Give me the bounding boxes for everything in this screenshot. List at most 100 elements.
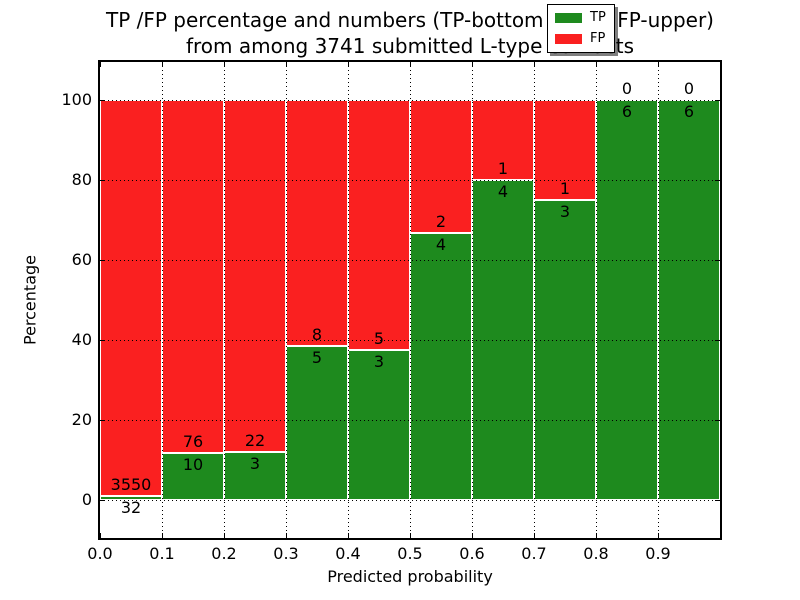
tp-count-label: 5 bbox=[311, 348, 323, 368]
y-tick-mark bbox=[100, 259, 105, 261]
y-tick-label: 0 bbox=[81, 490, 92, 509]
y-tick-label: 80 bbox=[71, 170, 92, 189]
x-tick-mark bbox=[223, 62, 225, 67]
x-tick-mark bbox=[285, 62, 287, 67]
x-gridline bbox=[533, 62, 535, 538]
fp-count-label: 5 bbox=[373, 329, 385, 348]
x-tick-mark bbox=[161, 533, 163, 538]
bar-tp-segment bbox=[286, 346, 348, 500]
x-tick-mark bbox=[471, 62, 473, 67]
fp-count-label: 3550 bbox=[110, 475, 152, 495]
tp-count-label: 3 bbox=[373, 352, 385, 371]
fp-count-label: 2 bbox=[435, 212, 447, 232]
x-tick-label: 0.5 bbox=[397, 544, 423, 563]
fp-legend-swatch-icon bbox=[555, 34, 582, 44]
y-tick-mark bbox=[715, 339, 720, 341]
bar-fp-segment bbox=[534, 100, 596, 200]
chart-title: TP /FP percentage and numbers (TP-bottom… bbox=[100, 7, 720, 59]
x-gridline bbox=[409, 62, 411, 538]
x-tick-label: 0.8 bbox=[583, 544, 609, 563]
x-gridline bbox=[347, 62, 349, 538]
x-tick-label: 0.2 bbox=[211, 544, 237, 563]
bar-tp-segment bbox=[596, 100, 658, 500]
y-tick-mark bbox=[715, 259, 720, 261]
x-axis-label: Predicted probability bbox=[327, 567, 493, 586]
y-tick-mark bbox=[100, 339, 105, 341]
x-gridline bbox=[161, 62, 163, 538]
x-tick-mark bbox=[409, 533, 411, 538]
y-tick-mark bbox=[715, 499, 720, 501]
fp-count-label: 0 bbox=[621, 79, 633, 98]
y-tick-mark bbox=[715, 99, 720, 101]
x-tick-mark bbox=[285, 533, 287, 538]
x-tick-mark bbox=[409, 62, 411, 67]
bar-tp-segment bbox=[410, 233, 472, 500]
x-tick-label: 0.6 bbox=[459, 544, 485, 563]
y-tick-mark bbox=[715, 179, 720, 181]
tp-count-label: 32 bbox=[120, 498, 142, 518]
bar-tp-segment bbox=[348, 350, 410, 500]
chart-title-line1: TP /FP percentage and numbers (TP-bottom… bbox=[106, 8, 714, 32]
x-tick-mark bbox=[161, 62, 163, 67]
fp-count-label: 1 bbox=[559, 179, 571, 198]
tp-count-label: 4 bbox=[435, 235, 447, 255]
y-tick-label: 100 bbox=[61, 90, 92, 109]
fp-count-label: 0 bbox=[683, 79, 695, 98]
tp-count-label: 6 bbox=[683, 102, 695, 121]
y-tick-mark bbox=[715, 419, 720, 421]
x-gridline bbox=[657, 62, 659, 538]
bar-tp-segment bbox=[534, 200, 596, 500]
x-tick-mark bbox=[471, 533, 473, 538]
x-tick-label: 0.0 bbox=[87, 544, 113, 563]
bar-tp-segment bbox=[658, 100, 720, 500]
tp-count-label: 6 bbox=[621, 102, 633, 121]
fp-count-label: 8 bbox=[311, 325, 323, 345]
x-tick-label: 0.9 bbox=[645, 544, 671, 563]
x-tick-mark bbox=[347, 533, 349, 538]
bar-fp-segment bbox=[100, 100, 162, 497]
x-tick-mark bbox=[657, 533, 659, 538]
x-gridline bbox=[223, 62, 225, 538]
x-tick-mark bbox=[533, 62, 535, 67]
x-tick-label: 0.4 bbox=[335, 544, 361, 563]
x-tick-mark bbox=[99, 533, 101, 538]
fp-count-label: 1 bbox=[497, 159, 509, 178]
tp-legend-swatch-icon bbox=[555, 13, 582, 23]
fp-count-label: 76 bbox=[182, 432, 204, 452]
fp-count-label: 22 bbox=[244, 431, 266, 450]
legend-label: TP bbox=[590, 10, 606, 25]
x-tick-mark bbox=[99, 62, 101, 67]
bar-fp-segment bbox=[348, 100, 410, 350]
x-tick-mark bbox=[223, 533, 225, 538]
legend: TP FP bbox=[547, 4, 615, 53]
plot-area: 3550 32 76 10 22 3 8 5 5 3 2 4 1 4 1 3 0 6 0 6 bbox=[99, 62, 720, 538]
tp-count-label: 3 bbox=[249, 454, 261, 473]
y-tick-mark bbox=[100, 179, 105, 181]
y-tick-label: 40 bbox=[71, 330, 92, 349]
x-gridline bbox=[285, 62, 287, 538]
y-tick-mark bbox=[100, 499, 105, 501]
x-gridline bbox=[595, 62, 597, 538]
tp-count-label: 3 bbox=[559, 202, 571, 221]
y-tick-label: 20 bbox=[71, 410, 92, 429]
x-tick-label: 0.3 bbox=[273, 544, 299, 563]
chart-title-line2: from among 3741 submitted L-type contact… bbox=[185, 34, 635, 58]
x-tick-mark bbox=[595, 533, 597, 538]
x-gridline bbox=[471, 62, 473, 538]
x-tick-mark bbox=[533, 533, 535, 538]
x-tick-label: 0.1 bbox=[149, 544, 175, 563]
bar-fp-segment bbox=[162, 100, 224, 454]
bar-fp-segment bbox=[224, 100, 286, 452]
x-tick-mark bbox=[347, 62, 349, 67]
legend-item: FP bbox=[555, 32, 607, 46]
y-tick-mark bbox=[100, 99, 105, 101]
x-tick-mark bbox=[657, 62, 659, 67]
x-tick-mark bbox=[595, 62, 597, 67]
tp-count-label: 10 bbox=[182, 455, 204, 475]
legend-item: TP bbox=[555, 11, 607, 25]
legend-label: FP bbox=[590, 31, 606, 46]
tp-count-label: 4 bbox=[497, 182, 509, 201]
y-tick-label: 60 bbox=[71, 250, 92, 269]
x-tick-label: 0.7 bbox=[521, 544, 547, 563]
